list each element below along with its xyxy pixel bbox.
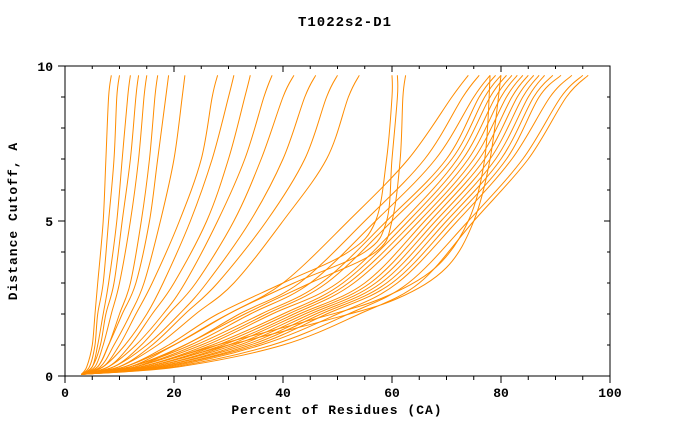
gdt-curve — [81, 75, 131, 375]
x-tick-label: 100 — [598, 386, 622, 401]
gdt-curve — [81, 75, 186, 375]
gdt-curve — [81, 74, 502, 375]
gdt-curve — [81, 75, 393, 375]
y-tick-label: 5 — [45, 215, 53, 230]
gdt-curve — [80, 75, 120, 375]
gdt-curve — [81, 75, 140, 375]
y-tick-label: 10 — [37, 60, 53, 75]
plot-area: 0 20 40 60 80 100 0 5 10 — [37, 60, 622, 401]
y-axis-label: Distance Cutoff, A — [6, 142, 21, 300]
chart-title: T1022s2-D1 — [298, 15, 392, 31]
gdt-curve — [81, 75, 360, 375]
gdt-curve — [81, 74, 518, 375]
gdt-curve — [81, 74, 480, 375]
gdt-curve — [81, 74, 584, 375]
gdt-curve — [81, 75, 338, 375]
gdt-curve — [81, 74, 573, 375]
plot-border — [64, 65, 611, 377]
gdt-curve — [81, 75, 148, 375]
gdt-curve — [81, 74, 589, 375]
gdt-curve — [81, 75, 399, 375]
gdt-curve — [81, 75, 295, 375]
x-tick-label: 40 — [275, 386, 291, 401]
x-tick-label: 0 — [61, 386, 69, 401]
x-tick-label: 80 — [493, 386, 509, 401]
y-tick-label: 0 — [45, 370, 53, 385]
gdt-curve — [81, 74, 469, 375]
x-tick-label: 60 — [384, 386, 400, 401]
gdt-curve — [81, 74, 491, 375]
x-axis-label: Percent of Residues (CA) — [231, 403, 442, 418]
gdt-curve — [81, 75, 273, 375]
gdt-curve — [81, 75, 502, 375]
gdt-curve — [81, 74, 545, 375]
gdt-curve — [81, 75, 317, 375]
gdt-curve — [81, 74, 554, 375]
gdt-curve — [81, 75, 235, 375]
x-tick-label: 20 — [166, 386, 182, 401]
gdt-curve — [80, 75, 112, 375]
gdt-curve — [81, 74, 562, 375]
gdt-curve — [81, 74, 535, 375]
gdt-curve — [81, 75, 491, 375]
gdt-curve — [81, 75, 170, 375]
gdt-curve — [81, 75, 219, 375]
gdt-curve — [81, 75, 159, 375]
gdt-curve — [81, 75, 251, 375]
gdt-curve — [81, 74, 496, 375]
